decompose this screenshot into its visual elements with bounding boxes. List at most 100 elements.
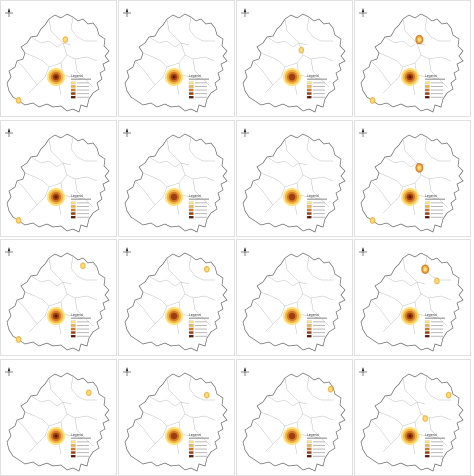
city-boundary — [124, 133, 228, 233]
district-boundary — [284, 18, 308, 46]
legend-caption-line — [71, 78, 91, 80]
map-legend: Legend — [424, 194, 445, 219]
district-boundary — [48, 18, 72, 46]
district-boundary — [180, 194, 204, 199]
map-legend: Legend — [188, 74, 209, 99]
legend-class-label — [77, 201, 89, 203]
legend-swatch — [70, 200, 76, 204]
legend-title: Legend — [307, 313, 319, 317]
map-legend: Legend — [70, 74, 91, 99]
district-boundary — [264, 66, 286, 94]
map-panel: Legend — [0, 119, 117, 237]
district-boundary — [146, 425, 168, 452]
legend-swatch — [424, 85, 430, 88]
legend-class-label — [313, 96, 325, 98]
legend-class-label — [313, 455, 325, 457]
city-boundary — [124, 252, 228, 352]
legend-class-label — [77, 332, 89, 334]
district-boundary — [306, 16, 333, 42]
legend-class-label — [77, 335, 89, 337]
legend-swatch — [188, 331, 194, 334]
district-boundary — [142, 52, 168, 68]
legend-swatch — [70, 92, 76, 95]
north-arrow-icon — [123, 366, 131, 376]
district-boundary — [148, 275, 182, 287]
district-boundary — [424, 255, 451, 281]
map-panel: Legend — [354, 239, 471, 356]
district-boundary — [28, 305, 50, 333]
legend-class-label — [431, 332, 443, 334]
legend-swatch — [70, 327, 76, 331]
legend-swatch — [424, 327, 430, 331]
legend-class-label — [195, 89, 207, 91]
district-boundary — [142, 172, 168, 187]
district-boundary — [146, 305, 168, 333]
legend-class-label — [77, 93, 89, 95]
district-boundary — [260, 172, 286, 187]
legend-class-label — [195, 335, 207, 337]
legend-class-label — [313, 86, 325, 87]
legend-title: Legend — [307, 433, 319, 437]
district-boundary — [146, 66, 168, 94]
map-legend: Legend — [306, 194, 327, 219]
legend-swatch — [306, 81, 312, 85]
map-panel: Legend — [118, 119, 235, 237]
district-boundary — [266, 395, 300, 406]
legend-class-label — [313, 440, 325, 442]
legend-class-label — [77, 96, 89, 98]
district-boundary — [28, 186, 50, 213]
legend-swatch — [188, 454, 194, 458]
north-arrow-icon — [123, 8, 131, 17]
legend-class-label — [313, 82, 325, 84]
district-boundary — [382, 425, 404, 452]
hotspot-patch — [447, 392, 451, 397]
north-arrow-icon — [241, 127, 249, 137]
urban-hotspot-ring — [408, 314, 412, 318]
legend-swatch — [424, 204, 430, 208]
map-panel: Legend — [0, 358, 117, 476]
legend-swatch — [70, 454, 76, 458]
legend-swatch — [306, 320, 312, 324]
district-boundary — [370, 60, 392, 86]
legend-swatch — [306, 200, 312, 204]
map-legend: Legend — [306, 313, 327, 338]
legend-class-label — [431, 205, 443, 207]
legend-swatch — [424, 92, 430, 95]
north-arrow-icon — [123, 127, 131, 137]
legend-class-label — [77, 440, 89, 442]
legend-swatch — [70, 85, 76, 88]
urban-hotspot-ring — [408, 434, 412, 437]
district-boundary — [264, 305, 286, 333]
beijing-map: Legend — [5, 366, 110, 472]
district-boundary — [188, 375, 215, 400]
map-panel: Legend — [236, 0, 353, 117]
legend-class-label — [77, 455, 89, 457]
legend-swatch — [70, 88, 76, 92]
legend-swatch — [306, 215, 312, 219]
map-panel: Legend — [118, 239, 235, 356]
legend-swatch — [70, 208, 76, 211]
legend-class-label — [195, 325, 207, 326]
legend-swatch — [188, 204, 194, 208]
legend-class-label — [195, 332, 207, 334]
district-boundary — [62, 194, 86, 199]
legend-class-label — [195, 216, 207, 218]
urban-hotspot-ring — [408, 75, 412, 79]
district-boundary — [70, 255, 97, 281]
legend-class-label — [431, 328, 443, 330]
district-boundary — [424, 136, 451, 161]
legend-swatch — [70, 439, 76, 443]
legend-swatch — [306, 92, 312, 95]
map-legend: Legend — [188, 433, 209, 458]
legend-class-label — [195, 455, 207, 457]
district-boundary — [24, 172, 50, 187]
map-legend: Legend — [306, 433, 327, 458]
legend-caption-line — [71, 198, 91, 200]
district-boundary — [70, 16, 97, 42]
beijing-map: Legend — [359, 127, 464, 233]
district-boundary — [298, 433, 322, 438]
district-boundary — [402, 257, 426, 285]
district-boundary — [266, 36, 300, 48]
hotspot-patch — [87, 390, 91, 395]
district-boundary — [370, 419, 392, 444]
